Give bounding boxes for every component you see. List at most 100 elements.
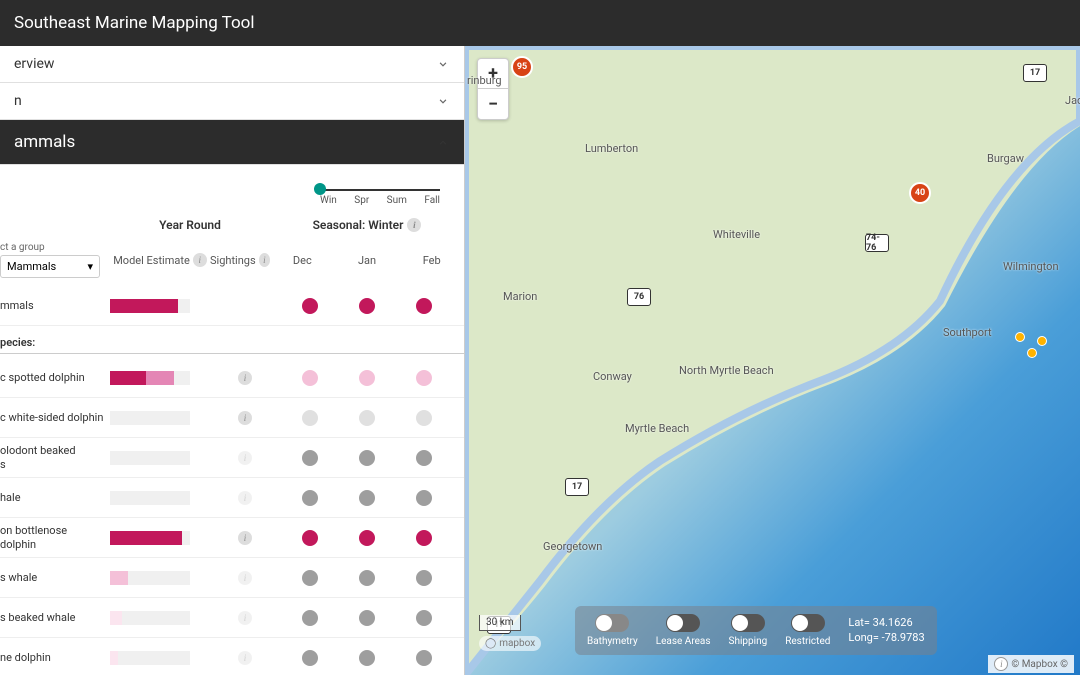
chevron-up-icon: [436, 135, 450, 149]
seasonal-dots: [270, 410, 464, 426]
city-label: Lumberton: [585, 142, 638, 155]
seasonal-dots: [270, 490, 464, 506]
species-label: olodont beakeds: [0, 444, 110, 470]
interstate-shield: 40: [909, 182, 931, 204]
accordion-overview[interactable]: erview: [0, 46, 464, 82]
model-estimate-bar: [110, 451, 220, 465]
interstate-shield: 95: [511, 56, 533, 78]
us-route-shield: 76: [627, 288, 651, 306]
map[interactable]: + − rinburgLumbertonJacksonvilleBurgawWh…: [465, 46, 1080, 675]
us-route-shield: 74-76: [865, 234, 889, 252]
mapbox-icon: ◯: [485, 638, 496, 649]
info-icon[interactable]: i: [193, 253, 207, 267]
month-feb: Feb: [399, 254, 464, 267]
zoom-control: + −: [477, 58, 509, 120]
us-route-shield: 17: [1023, 64, 1047, 82]
us-route-shield: 17: [565, 478, 589, 496]
layer-toggle-restricted[interactable]: [791, 614, 825, 632]
model-estimate-bar: [110, 491, 220, 505]
chevron-down-icon: [436, 94, 450, 108]
city-label: Myrtle Beach: [625, 422, 689, 435]
model-estimate-bar: [110, 571, 220, 585]
group-select[interactable]: Mammals ▾: [0, 255, 100, 278]
city-label: Whiteville: [713, 228, 760, 241]
sightings-toggle[interactable]: i: [238, 451, 252, 465]
model-estimate-bar: [110, 611, 220, 625]
layer-label: Bathymetry: [587, 636, 638, 647]
species-row[interactable]: s whale i: [0, 558, 464, 598]
species-label: ne dolphin: [0, 651, 110, 664]
map-attribution[interactable]: i © Mapbox ©: [988, 655, 1074, 673]
slider-ticks: Win Spr Sum Fall: [320, 195, 440, 206]
summary-row[interactable]: mmals: [0, 286, 464, 326]
seasonal-dots: [270, 650, 464, 666]
accordion-second[interactable]: n: [0, 83, 464, 119]
map-marker[interactable]: [1037, 336, 1047, 346]
sightings-toggle[interactable]: i: [238, 651, 252, 665]
model-estimate-bar: [110, 531, 220, 545]
species-row[interactable]: on bottlenose dolphin i: [0, 518, 464, 558]
season-slider[interactable]: Win Spr Sum Fall: [320, 183, 440, 206]
layer-control: Bathymetry Lease Areas Shipping Restrict…: [575, 606, 937, 655]
city-label: Conway: [593, 370, 632, 383]
layer-toggle-bathymetry[interactable]: [595, 614, 629, 632]
seasonal-header: Seasonal: Winter i: [270, 218, 464, 232]
info-icon[interactable]: i: [259, 253, 270, 267]
layer-toggle-shipping[interactable]: [731, 614, 765, 632]
scale-bar: 30 km: [479, 615, 521, 631]
sightings-toggle[interactable]: i: [238, 411, 252, 425]
species-row[interactable]: s beaked whale i: [0, 598, 464, 638]
city-label: North Myrtle Beach: [679, 364, 774, 377]
model-estimate-bar: [110, 411, 220, 425]
info-icon[interactable]: i: [994, 657, 1008, 671]
left-panel: erview n ammals: [0, 46, 465, 675]
map-marker[interactable]: [1027, 348, 1037, 358]
map-marker[interactable]: [1015, 332, 1025, 342]
sightings-toggle[interactable]: i: [238, 491, 252, 505]
city-label: Marion: [503, 290, 537, 303]
species-row[interactable]: c white-sided dolphin i: [0, 398, 464, 438]
species-label: s beaked whale: [0, 611, 110, 624]
slider-handle[interactable]: [314, 183, 326, 195]
city-label: Southport: [943, 326, 992, 339]
species-label: hale: [0, 491, 110, 504]
sightings-toggle[interactable]: i: [238, 371, 252, 385]
species-label: c white-sided dolphin: [0, 411, 110, 424]
species-row[interactable]: ne dolphin i: [0, 638, 464, 675]
app-header: Southeast Marine Mapping Tool: [0, 0, 1080, 46]
mapbox-logo: ◯ mapbox: [479, 636, 541, 651]
layer-label: Restricted: [785, 636, 830, 647]
model-estimate-bar: [110, 651, 220, 665]
sightings-label: Sightings: [210, 254, 256, 267]
seasonal-dots: [270, 450, 464, 466]
accordion-mammals[interactable]: ammals: [0, 120, 464, 164]
seasonal-dots: [270, 570, 464, 586]
species-label: on bottlenose dolphin: [0, 524, 110, 550]
seasonal-dots: [270, 370, 464, 386]
group-select-label: ct a group: [0, 242, 110, 253]
sightings-toggle[interactable]: i: [238, 531, 252, 545]
city-label: Georgetown: [543, 540, 602, 553]
layer-toggle-lease-areas[interactable]: [666, 614, 700, 632]
month-jan: Jan: [335, 254, 400, 267]
seasonal-dots: [270, 610, 464, 626]
seasonal-dots: [270, 530, 464, 546]
species-row[interactable]: c spotted dolphin i: [0, 358, 464, 398]
sightings-toggle[interactable]: i: [238, 571, 252, 585]
city-label: rinburg: [467, 74, 502, 87]
species-label: c spotted dolphin: [0, 371, 110, 384]
year-round-header: Year Round: [110, 218, 270, 232]
species-header: pecies:: [0, 326, 464, 354]
info-icon[interactable]: i: [407, 218, 421, 232]
city-label: Wilmington: [1003, 260, 1059, 273]
dropdown-icon: ▾: [87, 260, 93, 273]
model-estimate-bar: [110, 371, 220, 385]
species-row[interactable]: hale i: [0, 478, 464, 518]
sightings-toggle[interactable]: i: [238, 611, 252, 625]
accordion-second-label: n: [14, 93, 22, 109]
city-label: Burgaw: [987, 152, 1024, 165]
model-estimate-label: Model Estimate: [113, 254, 190, 267]
layer-label: Shipping: [729, 636, 768, 647]
zoom-out-button[interactable]: −: [478, 89, 508, 119]
species-row[interactable]: olodont beakeds i: [0, 438, 464, 478]
